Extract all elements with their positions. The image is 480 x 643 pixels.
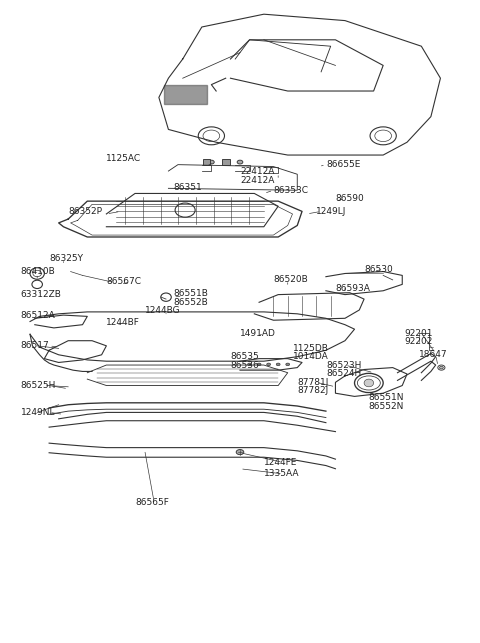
Text: 1244FE: 1244FE	[264, 458, 297, 467]
Text: 86593A: 86593A	[336, 284, 370, 293]
Text: 22412A: 22412A	[240, 176, 275, 185]
Ellipse shape	[208, 160, 214, 164]
Text: 86552N: 86552N	[369, 401, 404, 410]
Text: 1491AD: 1491AD	[240, 329, 276, 338]
Text: 86512A: 86512A	[21, 311, 55, 320]
Ellipse shape	[257, 363, 261, 366]
Text: 86590: 86590	[336, 194, 364, 203]
Text: 86352P: 86352P	[68, 207, 102, 216]
Text: 86565F: 86565F	[135, 498, 169, 507]
Text: 1125AC: 1125AC	[107, 154, 142, 163]
Text: 86351: 86351	[173, 183, 202, 192]
Text: 63312ZB: 63312ZB	[21, 290, 61, 299]
Ellipse shape	[276, 363, 280, 366]
Text: 86410B: 86410B	[21, 267, 55, 276]
Text: 86353C: 86353C	[274, 186, 309, 195]
Text: 86524H: 86524H	[326, 370, 361, 379]
Text: 22412A: 22412A	[240, 167, 275, 176]
Ellipse shape	[236, 449, 244, 455]
Ellipse shape	[364, 379, 373, 387]
Text: 1014DA: 1014DA	[292, 352, 328, 361]
Text: 86530: 86530	[364, 264, 393, 273]
Text: 86551B: 86551B	[173, 289, 208, 298]
Text: 87782J: 87782J	[297, 386, 328, 395]
Text: 18647: 18647	[419, 350, 447, 359]
Ellipse shape	[248, 363, 252, 366]
Text: 86536: 86536	[230, 361, 259, 370]
Text: 1125DB: 1125DB	[292, 344, 328, 353]
Text: 92202: 92202	[405, 338, 433, 347]
Text: 86535: 86535	[230, 352, 259, 361]
Text: 86325Y: 86325Y	[49, 254, 83, 263]
Text: 86517: 86517	[21, 341, 49, 350]
Text: 1335AA: 1335AA	[264, 469, 300, 478]
Bar	[222, 159, 229, 165]
Text: 1244BG: 1244BG	[144, 306, 180, 315]
Text: 1249LJ: 1249LJ	[316, 207, 347, 216]
Text: 1244BF: 1244BF	[107, 318, 140, 327]
Text: 86552B: 86552B	[173, 298, 208, 307]
Text: 86525H: 86525H	[21, 381, 56, 390]
Text: 92201: 92201	[405, 329, 433, 338]
Text: 1249NL: 1249NL	[21, 408, 55, 417]
Text: 86523H: 86523H	[326, 361, 361, 370]
Ellipse shape	[440, 367, 444, 369]
Bar	[203, 159, 210, 165]
Polygon shape	[164, 85, 206, 104]
Ellipse shape	[237, 160, 243, 164]
Text: 86655E: 86655E	[326, 160, 360, 169]
Text: 86567C: 86567C	[107, 277, 142, 286]
Text: 87781J: 87781J	[297, 378, 329, 387]
Text: 86520B: 86520B	[274, 275, 308, 284]
Ellipse shape	[286, 363, 289, 366]
Text: 86551N: 86551N	[369, 392, 404, 401]
Ellipse shape	[267, 363, 271, 366]
